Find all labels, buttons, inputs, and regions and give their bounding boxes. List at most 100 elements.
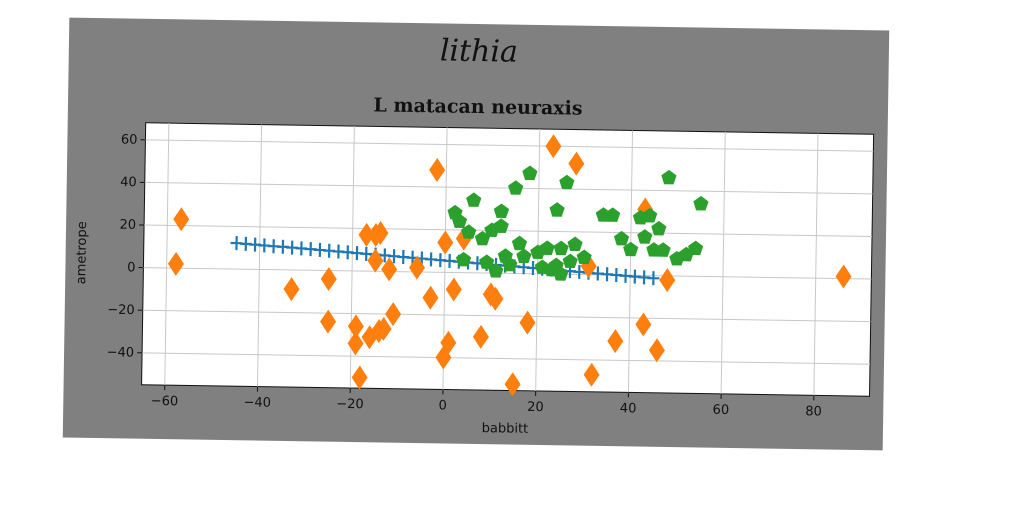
diamond-point xyxy=(429,157,446,182)
pentagon-point xyxy=(493,203,510,218)
diamond-point xyxy=(635,312,652,337)
y-tick-label: −40 xyxy=(107,345,135,360)
pentagon-point xyxy=(562,253,578,269)
diamond-point xyxy=(422,285,439,310)
diamond-point xyxy=(358,222,375,247)
x-grid-line xyxy=(720,131,726,394)
y-axis-label: ametrope xyxy=(74,221,90,284)
diamond-point xyxy=(519,310,536,335)
x-grid-line xyxy=(627,130,634,393)
diamond-point xyxy=(351,365,368,390)
y-tick-label: 60 xyxy=(121,132,138,147)
y-tick-label: −20 xyxy=(107,303,135,318)
y-tick-label: 0 xyxy=(127,260,136,275)
y-tick-label: 20 xyxy=(119,218,136,233)
diamond-point xyxy=(372,221,389,246)
pentagon-point xyxy=(474,230,491,246)
x-tick-label: 20 xyxy=(527,400,544,415)
pentagon-point xyxy=(559,174,575,190)
diamond-point xyxy=(580,254,597,279)
series-diamond xyxy=(167,134,852,397)
grid-lines xyxy=(142,123,874,396)
diamond-point xyxy=(583,362,600,387)
pentagon-point xyxy=(549,202,565,217)
data-series xyxy=(167,134,852,397)
pentagon-point xyxy=(511,235,528,251)
pentagon-point xyxy=(539,240,555,255)
pentagon-point xyxy=(522,165,538,181)
x-tick-label: 80 xyxy=(805,404,822,419)
diamond-point xyxy=(375,316,392,341)
diamond-point xyxy=(347,331,364,356)
pentagon-point xyxy=(461,224,477,239)
pentagon-point xyxy=(693,195,709,211)
pentagon-point xyxy=(455,251,472,267)
diamond-point xyxy=(472,324,489,349)
y-grid-line xyxy=(145,139,874,152)
pentagon-point xyxy=(642,207,658,223)
x-tick-label: 60 xyxy=(712,403,729,418)
y-grid-line xyxy=(142,309,871,323)
y-grid-line xyxy=(144,181,873,195)
diamond-point xyxy=(568,151,585,176)
pentagon-point xyxy=(661,169,677,185)
diamond-point xyxy=(437,230,454,255)
diamond-point xyxy=(173,207,190,232)
pentagon-point xyxy=(688,240,704,256)
pentagon-point xyxy=(451,213,468,229)
pentagon-point xyxy=(605,207,621,222)
diamond-point xyxy=(835,264,852,289)
diamond-point xyxy=(545,134,562,159)
chart-figure: lithia L matacan neuraxis −60 −40 −20 0 20 40… xyxy=(62,17,890,451)
diamond-point xyxy=(504,372,521,397)
x-grid-line xyxy=(164,123,170,386)
diamond-point xyxy=(320,267,337,292)
pentagon-point xyxy=(613,230,630,246)
plus-point xyxy=(647,271,660,286)
x-tick-label: 40 xyxy=(620,401,637,416)
pentagon-point xyxy=(567,236,583,252)
diamond-point xyxy=(487,286,504,311)
pentagon-point xyxy=(548,257,564,273)
diamond-point xyxy=(167,251,184,276)
pentagon-point xyxy=(516,248,532,264)
x-tick-label: −60 xyxy=(151,394,179,409)
axis-ticks: −60 −40 −20 0 20 40 60 80 −40 −20 0 20 40 60 xyxy=(107,132,822,419)
diamond-point xyxy=(347,314,364,339)
y-grid-line xyxy=(143,267,872,280)
diamond-point xyxy=(607,329,624,354)
x-tick-label: −20 xyxy=(336,397,364,412)
diamond-point xyxy=(283,277,300,302)
y-tick-label: 40 xyxy=(120,175,137,190)
pentagon-point xyxy=(623,241,639,257)
y-grid-line xyxy=(142,352,871,365)
diamond-point xyxy=(445,277,462,302)
series-pentagon xyxy=(447,165,709,281)
pentagon-point xyxy=(508,180,524,195)
x-axis-label: babbitt xyxy=(482,421,529,437)
pentagon-point xyxy=(466,192,482,207)
diamond-point xyxy=(440,330,457,355)
diamond-point xyxy=(659,268,676,293)
diamond-point xyxy=(409,255,426,280)
diamond-point xyxy=(367,248,384,273)
pentagon-point xyxy=(479,254,495,269)
x-grid-line xyxy=(535,128,541,391)
pentagon-point xyxy=(576,249,592,265)
x-grid-line xyxy=(813,133,819,396)
diamond-point xyxy=(381,257,398,282)
diamond-point xyxy=(648,338,665,363)
pentagon-point xyxy=(493,218,509,233)
pentagon-point xyxy=(502,256,518,272)
pentagon-point xyxy=(637,229,653,244)
pentagon-point xyxy=(553,240,569,256)
x-tick-label: −40 xyxy=(243,395,271,410)
x-grid-line xyxy=(256,124,263,387)
pentagon-point xyxy=(655,242,671,257)
diamond-point xyxy=(385,302,402,327)
y-grid-line xyxy=(144,224,873,237)
x-tick-label: 0 xyxy=(438,398,447,413)
pentagon-point xyxy=(488,263,504,278)
diamond-point xyxy=(320,309,337,334)
